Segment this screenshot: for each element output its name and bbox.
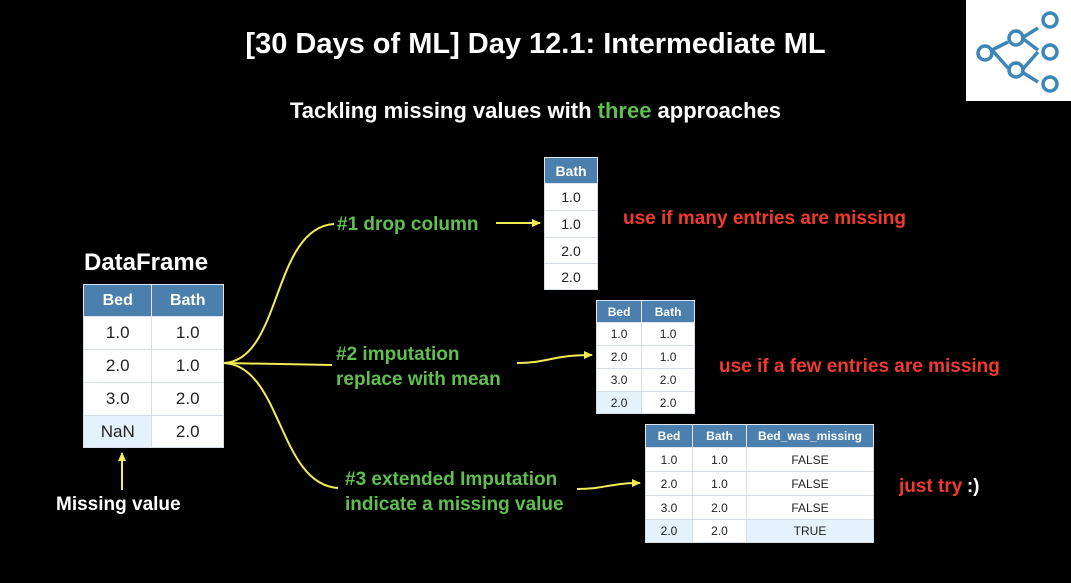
- table-cell: 1.0: [595, 322, 643, 346]
- column-header-bath: Bath: [641, 300, 695, 323]
- dataframe-table: Bed Bath 1.0 1.0 2.0 1.0 3.0 2.0 NaN 2.0: [82, 284, 224, 448]
- table-cell: 2.0: [82, 349, 153, 383]
- approach-1-table: Bath 1.0 1.0 2.0 2.0: [544, 157, 598, 290]
- table-cell: 2.0: [151, 415, 224, 448]
- table-cell: 1.0: [692, 447, 747, 472]
- table-cell: 1.0: [641, 345, 695, 369]
- dataframe-title: DataFrame: [84, 249, 209, 276]
- column-header-bed-was-missing: Bed_was_missing: [746, 424, 874, 448]
- table-cell: FALSE: [746, 447, 874, 472]
- approach-3-note-smiley: :): [966, 476, 980, 497]
- logo: [966, 0, 1071, 101]
- imputed-value-cell: 2.0: [595, 391, 643, 414]
- table-cell: 1.0: [645, 447, 693, 472]
- table-cell: 1.0: [692, 471, 747, 496]
- column-header-bath: Bath: [544, 157, 598, 184]
- approach-1-note: use if many entries are missing: [623, 208, 907, 229]
- approach-2-line-2: replace with mean: [336, 369, 501, 390]
- column-header-bed: Bed: [645, 424, 693, 448]
- column-header-bath: Bath: [692, 424, 747, 448]
- table-cell: 2.0: [692, 519, 747, 543]
- missing-value-label: Missing value: [56, 494, 181, 515]
- column-header-bed: Bed: [595, 300, 643, 323]
- subtitle-accent: three: [597, 98, 652, 123]
- branch-to-extended-imputation: [223, 362, 339, 489]
- approach-1-label: #1 drop column: [337, 212, 478, 237]
- table-cell: 2.0: [544, 237, 598, 264]
- arrow-to-table-3: [576, 479, 641, 490]
- table-cell: 3.0: [645, 495, 693, 520]
- approach-2-note: use if a few entries are missing: [719, 356, 1000, 377]
- approach-1-line: #1 drop column: [337, 214, 479, 235]
- column-header-bath: Bath: [151, 284, 224, 317]
- approach-3-label: #3 extended Imputation indicate a missin…: [345, 467, 564, 517]
- approach-2-label: #2 imputation replace with mean: [336, 342, 501, 392]
- table-cell: 2.0: [645, 471, 693, 496]
- approach-3-note: just try: [899, 476, 963, 497]
- arrow-to-table-2: [516, 351, 593, 364]
- table-cell: 2.0: [641, 368, 695, 392]
- table-cell: 2.0: [151, 382, 224, 416]
- approach-3-note-wrap: just try :): [899, 476, 979, 498]
- table-cell: 3.0: [82, 382, 153, 416]
- column-header-bed: Bed: [82, 284, 153, 317]
- approach-2-table: Bed Bath 1.0 1.0 2.0 1.0 3.0 2.0 2.0 2.0: [595, 300, 695, 414]
- table-cell: 1.0: [544, 183, 598, 211]
- table-cell: FALSE: [746, 471, 874, 496]
- network-graph-icon: [976, 11, 1059, 93]
- missing-value-cell: NaN: [82, 415, 153, 448]
- table-cell: 1.0: [641, 322, 695, 346]
- table-cell: 1.0: [544, 210, 598, 238]
- table-cell: 2.0: [544, 263, 598, 290]
- table-cell: 2.0: [692, 495, 747, 520]
- approach-2-line-1: #2 imputation: [336, 344, 460, 365]
- table-cell: 1.0: [82, 316, 153, 350]
- table-cell: 3.0: [595, 368, 643, 392]
- branch-to-drop-column: [223, 223, 335, 364]
- imputed-value-cell: 2.0: [645, 519, 693, 543]
- page-subtitle: Tackling missing values with three appro…: [0, 98, 1071, 124]
- table-cell: 1.0: [151, 316, 224, 350]
- table-cell: 2.0: [595, 345, 643, 369]
- approach-3-line-2: indicate a missing value: [345, 494, 564, 515]
- missing-indicator-cell: TRUE: [746, 519, 874, 543]
- approach-3-line-1: #3 extended Imputation: [345, 469, 558, 490]
- table-cell: 2.0: [641, 391, 695, 414]
- table-cell: 1.0: [151, 349, 224, 383]
- subtitle-lead: Tackling missing values with: [289, 98, 598, 123]
- approach-3-table: Bed Bath Bed_was_missing 1.0 1.0 FALSE 2…: [645, 424, 874, 543]
- branch-to-imputation: [223, 362, 333, 366]
- table-cell: FALSE: [746, 495, 874, 520]
- subtitle-tail: approaches: [651, 98, 782, 123]
- page-title: [30 Days of ML] Day 12.1: Intermediate M…: [245, 28, 826, 60]
